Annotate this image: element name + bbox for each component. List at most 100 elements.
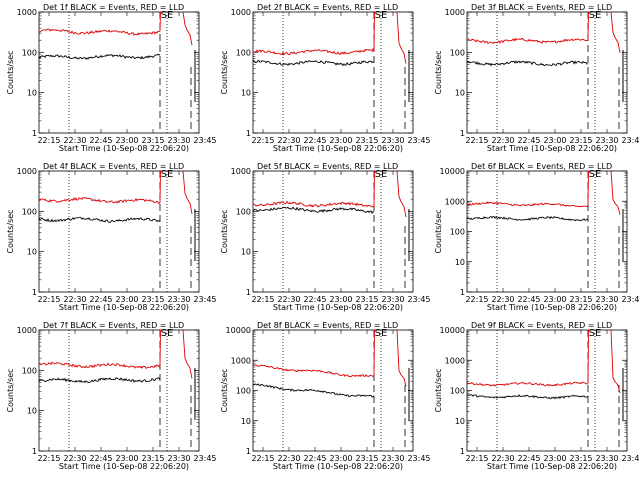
x-axis-title: Start Time (10-Sep-08 22:06:20) — [59, 144, 189, 153]
x-tick-label: 22:15 — [465, 136, 488, 145]
x-tick-label: 22:45 — [517, 454, 540, 463]
y-tick-label: 10 — [241, 89, 251, 98]
x-tick-label: 23:15 — [355, 454, 378, 463]
y-tick-label: 1000 — [445, 197, 465, 206]
panel-title: Det 5f BLACK = Events, RED = LLD — [257, 162, 398, 171]
x-tick-label: 23:15 — [141, 136, 164, 145]
x-tick-label: 23:45 — [193, 295, 216, 304]
y-axis-title: Counts/sec — [434, 209, 443, 253]
y-axis-title: Counts/sec — [6, 209, 15, 253]
y-tick-label: 1 — [32, 288, 37, 297]
x-tick-label: 22:45 — [89, 136, 112, 145]
x-tick-label: 23:00 — [329, 136, 352, 145]
y-tick-label: 10000 — [226, 326, 251, 335]
panel-title: Det 2f BLACK = Events, RED = LLD — [257, 3, 398, 12]
panel-det-4: Det 4f BLACK = Events, RED = LLD 1 10 100 10… — [6, 162, 217, 312]
x-tick-label: 22:30 — [63, 454, 86, 463]
x-tick-label: 23:45 — [407, 136, 430, 145]
x-tick-label: 23:15 — [355, 136, 378, 145]
series-lld-line — [466, 11, 590, 45]
se-flag: SE — [375, 169, 388, 180]
series-events-line — [252, 59, 375, 67]
y-tick-label: 1 — [32, 129, 37, 138]
y-tick-label: 100 — [236, 207, 251, 216]
x-tick-label: 22:15 — [251, 295, 274, 304]
y-axis-title: Counts/sec — [220, 50, 229, 94]
y-tick-label: 100 — [22, 48, 37, 57]
series-lld-tail — [396, 170, 407, 218]
x-tick-label: 23:30 — [167, 136, 190, 145]
series-events-line — [252, 383, 375, 398]
x-tick-label: 22:45 — [303, 295, 326, 304]
y-axis-title: Counts/sec — [6, 50, 15, 94]
x-tick-label: 23:45 — [407, 295, 430, 304]
x-tick-label: 22:15 — [465, 454, 488, 463]
se-flag: SE — [375, 10, 388, 21]
series-lld-tail — [182, 11, 193, 46]
panel-det-9: Det 9f BLACK = Events, RED = LLD 1 10 100 10… — [434, 321, 640, 471]
se-flag: SE — [589, 169, 602, 180]
plot-frame — [252, 11, 414, 134]
y-tick-label: 1000 — [231, 167, 251, 176]
panel-det-8: Det 8f BLACK = Events, RED = LLD 1 10 100 10… — [220, 321, 431, 471]
y-axis-title: Counts/sec — [220, 209, 229, 253]
series-events-line — [252, 206, 375, 214]
x-tick-label: 23:15 — [569, 454, 592, 463]
x-tick-label: 22:45 — [517, 136, 540, 145]
y-tick-label: 10 — [455, 89, 465, 98]
series-lld-tail — [182, 329, 193, 379]
x-tick-label: 23:45 — [621, 454, 640, 463]
series-lld-tail — [182, 170, 193, 214]
x-axis-title: Start Time (10-Sep-08 22:06:20) — [487, 303, 617, 312]
x-tick-label: 23:00 — [115, 295, 138, 304]
series-events-line — [466, 215, 589, 222]
series-events-line — [466, 60, 589, 67]
x-tick-label: 23:30 — [595, 454, 618, 463]
plot-frame — [252, 329, 414, 452]
se-flag: SE — [375, 328, 388, 339]
x-tick-label: 22:30 — [277, 136, 300, 145]
y-tick-label: 10 — [241, 248, 251, 257]
x-tick-label: 23:15 — [355, 295, 378, 304]
plot-frame — [38, 170, 200, 293]
y-tick-label: 100 — [450, 48, 465, 57]
y-tick-label: 1 — [460, 288, 465, 297]
panel-title: Det 6f BLACK = Events, RED = LLD — [471, 162, 612, 171]
x-tick-label: 23:00 — [543, 295, 566, 304]
panel-det-3: Det 3f BLACK = Events, RED = LLD 1 10 100 10… — [434, 3, 640, 153]
x-tick-label: 22:30 — [63, 136, 86, 145]
y-tick-label: 1 — [460, 129, 465, 138]
panel-det-1: Det 1f BLACK = Events, RED = LLD 1 10 100 10… — [6, 3, 217, 153]
x-tick-label: 22:45 — [303, 454, 326, 463]
se-flag: SE — [161, 169, 174, 180]
y-tick-label: 100 — [22, 366, 37, 375]
y-tick-label: 1 — [246, 288, 251, 297]
x-axis-title: Start Time (10-Sep-08 22:06:20) — [273, 462, 403, 471]
y-tick-label: 1 — [246, 447, 251, 456]
series-events-line — [466, 394, 589, 400]
se-flag: SE — [161, 10, 174, 21]
panel-det-2: Det 2f BLACK = Events, RED = LLD 1 10 100 10… — [220, 3, 431, 153]
x-tick-label: 22:45 — [89, 295, 112, 304]
series-lld-line — [466, 329, 590, 387]
panel-title: Det 3f BLACK = Events, RED = LLD — [471, 3, 612, 12]
x-tick-label: 23:30 — [167, 295, 190, 304]
x-tick-label: 22:15 — [251, 454, 274, 463]
x-tick-label: 22:45 — [517, 295, 540, 304]
x-tick-label: 23:00 — [543, 136, 566, 145]
se-flag: SE — [589, 10, 602, 21]
x-tick-label: 22:15 — [251, 136, 274, 145]
x-tick-label: 22:15 — [37, 295, 60, 304]
y-tick-label: 1000 — [445, 8, 465, 17]
x-tick-label: 23:00 — [115, 136, 138, 145]
y-tick-label: 1000 — [445, 356, 465, 365]
y-tick-label: 10 — [27, 407, 37, 416]
y-tick-label: 1000 — [17, 326, 37, 335]
y-tick-label: 1 — [32, 447, 37, 456]
se-flag: SE — [589, 328, 602, 339]
panel-title: Det 9f BLACK = Events, RED = LLD — [471, 321, 612, 330]
series-lld-line — [252, 11, 376, 56]
x-tick-label: 22:15 — [465, 295, 488, 304]
x-tick-label: 23:00 — [329, 454, 352, 463]
